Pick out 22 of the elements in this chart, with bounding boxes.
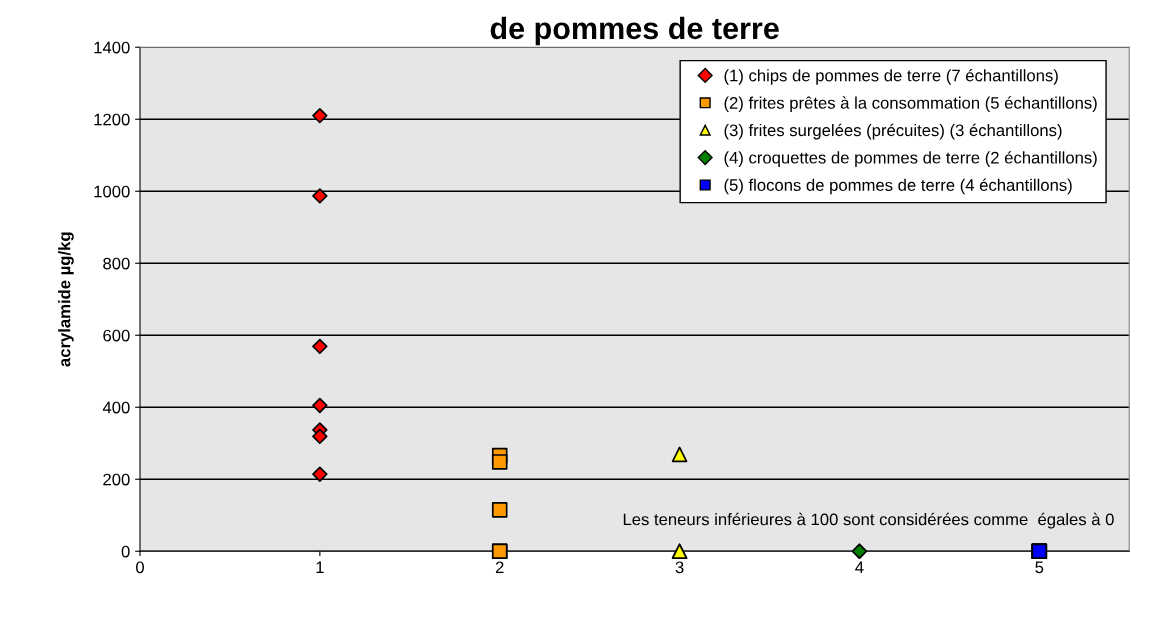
legend-label: (3) frites surgelées (précuites) (3 échantillons) bbox=[724, 123, 1062, 140]
x-tick-label: 2 bbox=[495, 561, 504, 574]
x-tick-label: 0 bbox=[136, 561, 144, 574]
y-tick-label: 1000 bbox=[94, 185, 130, 198]
annotation: Les teneurs inférieures à 100 sont considérées comme égales à 0 bbox=[623, 512, 1114, 529]
y-tick-label: 0 bbox=[121, 545, 130, 558]
chart-title: de pommes de terre bbox=[490, 16, 779, 46]
legend-label: (1) chips de pommes de terre (7 échantillons) bbox=[724, 68, 1058, 85]
y-tick-label: 600 bbox=[103, 329, 130, 342]
x-tick-label: 1 bbox=[316, 561, 324, 574]
x-tick-label: 3 bbox=[675, 561, 684, 574]
y-tick-label: 800 bbox=[103, 257, 130, 270]
y-tick-label: 1200 bbox=[94, 113, 130, 126]
y-axis-title: acrylamide µg/kg bbox=[58, 232, 74, 367]
x-tick-label: 5 bbox=[1035, 561, 1044, 574]
legend-label: (4) croquettes de pommes de terre (2 échantillons) bbox=[724, 151, 1097, 167]
y-tick-label: 400 bbox=[102, 401, 130, 414]
legend-label: (2) frites prêtes à la consommation (5 échantillons) bbox=[724, 96, 1097, 113]
x-tick-label: 4 bbox=[855, 561, 864, 574]
y-tick-label: 200 bbox=[103, 473, 130, 486]
legend-label: (5) flocons de pommes de terre (4 échantillons) bbox=[724, 178, 1072, 195]
y-tick-label: 1400 bbox=[94, 41, 130, 54]
